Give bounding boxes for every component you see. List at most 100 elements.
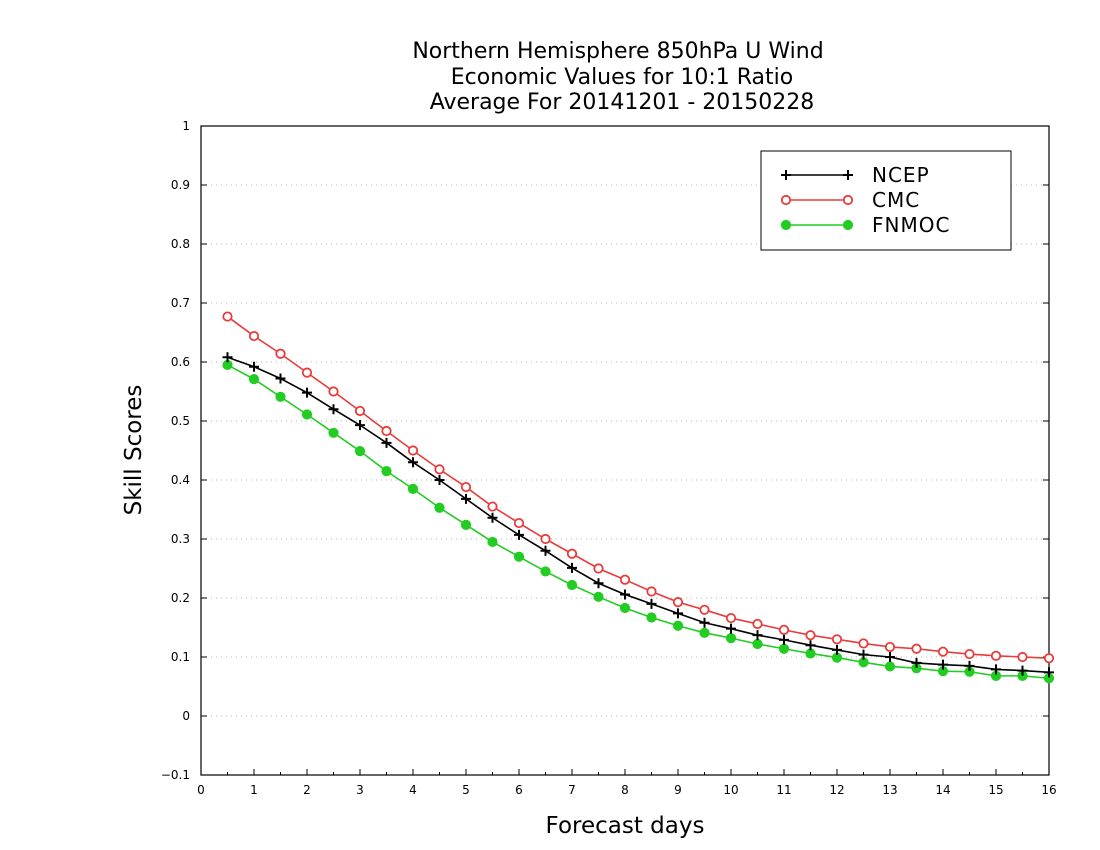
legend-marker xyxy=(781,170,791,180)
series-cmc xyxy=(222,311,1055,664)
data-point-ncep xyxy=(381,437,392,448)
data-point-ncep xyxy=(646,598,657,609)
x-tick-label: 14 xyxy=(935,783,950,797)
data-point-ncep xyxy=(699,617,710,628)
data-point-fnmoc xyxy=(248,374,260,385)
data-point-ncep xyxy=(779,634,789,645)
data-point-cmc xyxy=(672,597,684,608)
data-point-fnmoc xyxy=(805,648,816,659)
data-point-ncep xyxy=(408,457,418,468)
legend-item-ncep: NCEP xyxy=(781,163,930,187)
data-point-cmc xyxy=(487,501,498,512)
data-point-cmc xyxy=(248,330,260,342)
legend-marker xyxy=(780,219,792,231)
data-point-cmc xyxy=(911,643,922,654)
legend-label: FNMOC xyxy=(872,213,950,237)
y-axis: −0.1 0 0.1 0.2 0.3 0.4 0.5 0.6 0.7 0.8 0.9 1 xyxy=(161,119,1049,782)
data-point-cmc xyxy=(1043,653,1055,664)
y-tick-label: 0.3 xyxy=(171,532,190,546)
data-point-cmc xyxy=(990,650,1002,661)
data-point-cmc xyxy=(460,481,472,493)
y-tick-label: 1 xyxy=(182,119,190,133)
data-point-ncep xyxy=(673,608,683,619)
data-point-fnmoc xyxy=(884,661,896,672)
data-point-cmc xyxy=(328,386,339,397)
x-tick-label: 9 xyxy=(674,783,682,797)
data-point-cmc xyxy=(566,548,578,559)
y-tick-label: 0.5 xyxy=(171,414,190,428)
data-point-ncep xyxy=(328,404,339,415)
legend-label: CMC xyxy=(872,188,920,212)
data-point-ncep xyxy=(355,420,365,431)
data-point-fnmoc xyxy=(460,519,472,530)
x-axis-title: Forecast days xyxy=(546,813,705,839)
data-point-ncep xyxy=(593,578,604,589)
legend-item-cmc: CMC xyxy=(780,188,920,212)
y-tick-label: 0.4 xyxy=(171,473,190,487)
series-layer xyxy=(222,311,1055,684)
data-point-fnmoc xyxy=(513,551,525,562)
y-tick-label: −0.1 xyxy=(161,768,190,782)
data-point-fnmoc xyxy=(619,602,631,614)
x-axis: 0 1 2 3 4 5 6 7 8 9 10 11 12 13 14 15 16 xyxy=(197,769,1057,797)
data-point-ncep xyxy=(434,475,445,485)
chart-title: Northern Hemisphere 850hPa U Wind Econom… xyxy=(412,39,823,115)
data-point-cmc xyxy=(778,624,790,635)
data-point-cmc xyxy=(513,517,525,529)
x-tick-label: 4 xyxy=(409,783,417,797)
x-tick-label: 16 xyxy=(1041,783,1056,797)
data-point-cmc xyxy=(831,634,843,645)
data-point-fnmoc xyxy=(699,627,710,638)
data-point-fnmoc xyxy=(672,620,684,631)
series-ncep xyxy=(222,352,1054,678)
data-point-fnmoc xyxy=(752,638,763,650)
data-point-ncep xyxy=(567,562,577,573)
data-point-ncep xyxy=(832,644,842,655)
data-point-cmc xyxy=(1017,651,1028,663)
title-line-3: Average For 20141201 - 20150228 xyxy=(430,90,815,115)
y-tick-label: 0.7 xyxy=(171,296,190,310)
x-tick-label: 7 xyxy=(568,783,576,797)
data-point-cmc xyxy=(275,348,286,359)
data-point-cmc xyxy=(354,405,366,417)
data-point-fnmoc xyxy=(434,502,445,513)
data-point-cmc xyxy=(937,646,949,657)
data-point-fnmoc xyxy=(487,536,498,548)
legend-label: NCEP xyxy=(872,163,930,187)
y-axis-title: Skill Scores xyxy=(121,385,147,516)
data-point-cmc xyxy=(593,563,604,574)
data-point-ncep xyxy=(222,352,233,363)
data-point-cmc xyxy=(434,464,445,475)
data-point-cmc xyxy=(301,367,313,378)
data-point-cmc xyxy=(407,445,419,456)
data-point-fnmoc xyxy=(778,643,790,654)
y-tick-label: 0.1 xyxy=(171,650,190,664)
legend-item-fnmoc: FNMOC xyxy=(780,213,950,237)
legend-marker xyxy=(843,170,853,180)
y-tick-label: 0 xyxy=(182,709,190,723)
x-tick-label: 2 xyxy=(303,783,311,797)
data-point-ncep xyxy=(620,589,630,600)
data-point-fnmoc xyxy=(354,445,366,457)
data-point-ncep xyxy=(540,545,551,556)
data-point-fnmoc xyxy=(328,427,339,438)
data-point-cmc xyxy=(964,648,975,660)
data-point-fnmoc xyxy=(725,633,737,644)
data-point-fnmoc xyxy=(593,591,604,602)
data-point-fnmoc xyxy=(301,409,313,420)
x-tick-label: 12 xyxy=(829,783,844,797)
data-point-ncep xyxy=(911,657,922,668)
data-point-fnmoc xyxy=(275,391,286,402)
data-point-cmc xyxy=(646,586,657,597)
series-line-fnmoc xyxy=(227,364,1050,680)
data-point-fnmoc xyxy=(407,483,419,494)
data-point-ncep xyxy=(249,361,259,372)
data-point-cmc xyxy=(752,618,763,630)
x-tick-label: 13 xyxy=(882,783,897,797)
data-point-cmc xyxy=(858,638,869,649)
legend-marker xyxy=(842,219,854,231)
x-tick-label: 0 xyxy=(197,783,205,797)
x-tick-label: 8 xyxy=(621,783,629,797)
